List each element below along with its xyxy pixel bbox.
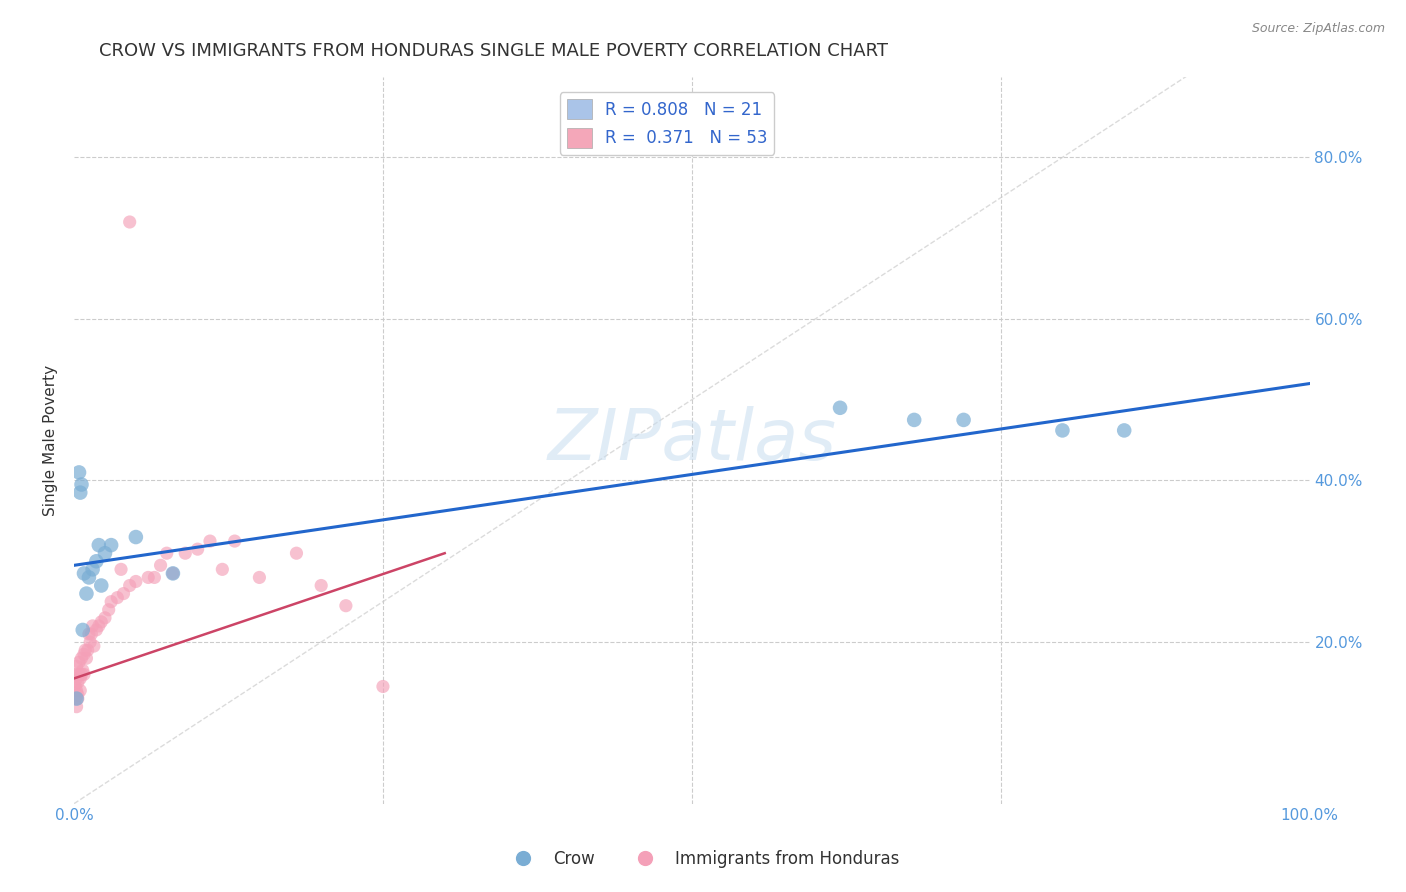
Point <box>72 623 94 637</box>
Legend: R = 0.808   N = 21, R =  0.371   N = 53: R = 0.808 N = 21, R = 0.371 N = 53 <box>560 92 775 154</box>
Point <box>125 530 148 544</box>
Point <box>90 578 112 592</box>
Point <box>100 538 122 552</box>
Point <box>903 413 925 427</box>
Point <box>110 562 132 576</box>
Point <box>94 611 117 625</box>
Point <box>97 603 120 617</box>
Point <box>371 680 394 694</box>
Point <box>76 643 98 657</box>
Point <box>112 586 135 600</box>
Point <box>66 691 89 706</box>
Point <box>65 683 87 698</box>
Point <box>73 667 96 681</box>
Point <box>86 554 108 568</box>
Point <box>828 401 851 415</box>
Point <box>80 627 103 641</box>
Point <box>1114 424 1136 438</box>
Point <box>174 546 197 560</box>
Point <box>162 566 184 581</box>
Point <box>73 647 96 661</box>
Text: Source: ZipAtlas.com: Source: ZipAtlas.com <box>1251 22 1385 36</box>
Point <box>69 485 91 500</box>
Point <box>247 570 270 584</box>
Point <box>75 586 97 600</box>
Point <box>77 570 100 584</box>
Point <box>65 680 87 694</box>
Point <box>65 691 87 706</box>
Point <box>118 215 141 229</box>
Point <box>67 655 90 669</box>
Point <box>335 599 357 613</box>
Y-axis label: Single Male Poverty: Single Male Poverty <box>44 365 58 516</box>
Point <box>79 635 101 649</box>
Point <box>70 651 93 665</box>
Point <box>65 699 87 714</box>
Point <box>70 667 93 681</box>
Point <box>77 627 100 641</box>
Point <box>105 591 128 605</box>
Point <box>1052 424 1074 438</box>
Point <box>66 675 89 690</box>
Text: CROW VS IMMIGRANTS FROM HONDURAS SINGLE MALE POVERTY CORRELATION CHART: CROW VS IMMIGRANTS FROM HONDURAS SINGLE … <box>98 42 887 60</box>
Point <box>162 566 184 581</box>
Point <box>125 574 148 589</box>
Point <box>65 659 87 673</box>
Point <box>100 595 122 609</box>
Point <box>118 578 141 592</box>
Point <box>69 683 91 698</box>
Point <box>224 534 246 549</box>
Point <box>65 672 87 686</box>
Point <box>73 566 96 581</box>
Legend: Crow, Immigrants from Honduras: Crow, Immigrants from Honduras <box>501 844 905 875</box>
Point <box>143 570 166 584</box>
Point <box>149 558 172 573</box>
Point <box>83 639 105 653</box>
Point <box>75 643 97 657</box>
Point <box>65 667 87 681</box>
Point <box>309 578 332 592</box>
Point <box>82 562 104 576</box>
Point <box>75 651 97 665</box>
Point <box>87 538 110 552</box>
Point <box>65 691 87 706</box>
Point <box>94 546 117 560</box>
Text: ZIPatlas: ZIPatlas <box>547 406 837 475</box>
Point <box>156 546 179 560</box>
Point <box>67 466 90 480</box>
Point <box>72 663 94 677</box>
Point <box>90 615 112 629</box>
Point <box>952 413 974 427</box>
Point <box>211 562 233 576</box>
Point <box>86 623 108 637</box>
Point <box>69 672 91 686</box>
Point <box>136 570 159 584</box>
Point <box>285 546 308 560</box>
Point <box>67 667 90 681</box>
Point <box>187 542 209 557</box>
Point <box>87 619 110 633</box>
Point <box>66 688 89 702</box>
Point <box>198 534 221 549</box>
Point <box>70 477 93 491</box>
Point <box>82 619 104 633</box>
